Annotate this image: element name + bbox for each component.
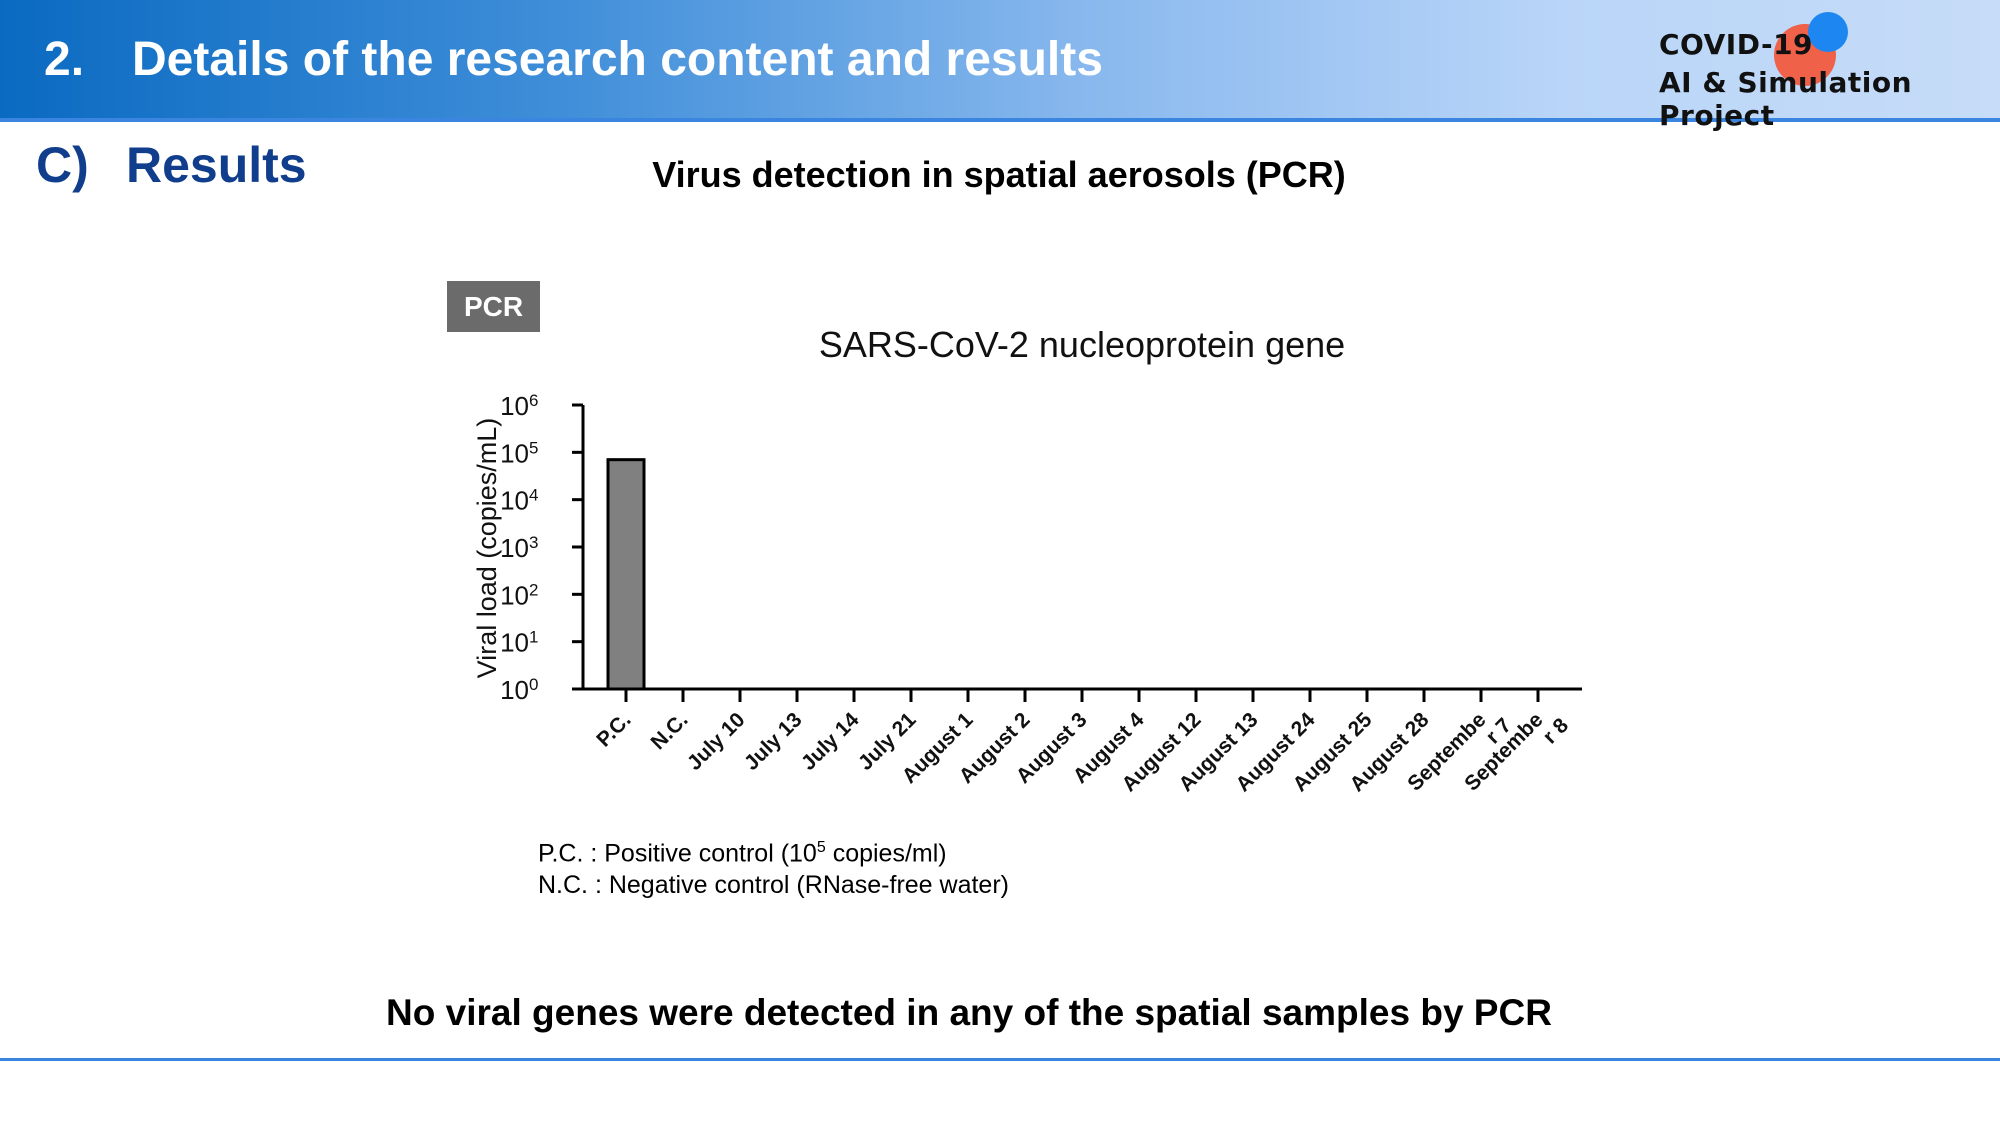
y-tick-exponent-4: 4: [529, 486, 538, 505]
chart-title: SARS-CoV-2 nucleoprotein gene: [819, 324, 1345, 365]
logo-line-1: COVID-19: [1659, 28, 1814, 61]
note-pc-suffix: copies/ml): [825, 839, 947, 868]
x-tick-label-1: N.C.: [647, 708, 693, 754]
y-tick-base: 10: [500, 675, 529, 705]
header-divider: [0, 118, 2000, 122]
footer-divider: [0, 1058, 2000, 1061]
y-tick-label-5: 10: [500, 438, 529, 468]
y-tick-exponent-5: 5: [529, 438, 538, 457]
chart-caption-text: Virus detection in spatial aerosols (PCR…: [652, 154, 1346, 195]
y-tick-label-3: 10: [500, 533, 529, 563]
x-tick-label-line: July 10: [683, 708, 750, 775]
x-tick-label-3: July 13: [740, 708, 807, 775]
pcr-badge: PCR: [447, 281, 540, 332]
conclusion-text: No viral genes were detected in any of t…: [386, 992, 1552, 1033]
x-tick-label-0: P.C.: [592, 708, 635, 751]
x-tick-label-line: P.C.: [592, 708, 635, 751]
y-tick-label-6: 10: [500, 391, 529, 421]
y-tick-exponent-6: 6: [529, 391, 538, 410]
y-tick-exponent-2: 2: [529, 580, 538, 599]
x-tick-label-line: July 13: [740, 708, 807, 775]
x-tick-label-line: July 14: [797, 708, 864, 775]
x-tick-label-line: N.C.: [647, 708, 693, 754]
project-logo: COVID-19 AI & Simulation Project: [1656, 12, 1986, 132]
logo-line-2: AI & Simulation Project: [1659, 66, 1913, 132]
header-banner: [0, 0, 2000, 118]
x-tick-label-4: July 14: [797, 708, 864, 775]
y-tick-exponent-3: 3: [529, 533, 538, 552]
y-tick-exponent-0: 0: [529, 675, 538, 694]
y-tick-label-0: 10: [500, 675, 529, 705]
y-tick-label-4: 10: [500, 486, 529, 516]
y-tick-label-1: 10: [500, 628, 529, 658]
y-tick-base: 10: [500, 391, 529, 421]
y-tick-base: 10: [500, 628, 529, 658]
subsection-label: C): [36, 137, 89, 193]
x-tick-label-2: July 10: [683, 708, 750, 775]
note-pc-prefix: P.C. : Positive control (10: [538, 839, 817, 868]
x-tick-label-line: r 8: [1539, 714, 1574, 749]
page-title: Details of the research content and resu…: [132, 33, 1103, 86]
y-tick-base: 10: [500, 438, 529, 468]
note-negative-control: N.C. : Negative control (RNase-free wate…: [538, 871, 1009, 900]
bar-0: [606, 458, 646, 691]
y-tick-base: 10: [500, 533, 529, 563]
y-tick-exponent-1: 1: [529, 628, 538, 647]
y-tick-base: 10: [500, 486, 529, 516]
y-tick-label-2: 10: [500, 580, 529, 610]
section-number: 2.: [44, 33, 85, 86]
y-axis-label: Viral load (copies/mL): [472, 418, 502, 679]
subsection-title: Results: [126, 137, 307, 193]
y-tick-base: 10: [500, 580, 529, 610]
chart-caption: Virus detection in spatial aerosols (PCR…: [0, 154, 2000, 196]
chart-notes: P.C. : Positive control (105 copies/ml) …: [538, 832, 1009, 901]
logo-blue-dot: [1808, 12, 1848, 52]
note-pc-exponent: 5: [816, 839, 826, 856]
note-positive-control: P.C. : Positive control (105 copies/ml): [538, 832, 1009, 869]
